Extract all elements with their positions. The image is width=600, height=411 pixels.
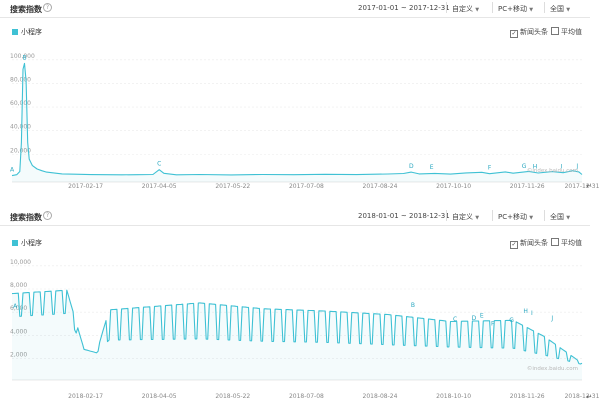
divider: [446, 210, 447, 221]
annotation-label: A: [13, 303, 18, 310]
annotation-label: I: [531, 310, 533, 317]
annotation-label: G: [509, 317, 514, 324]
annotation-label: H: [533, 164, 538, 171]
annotation-label: J: [575, 163, 578, 170]
annotation-label: E: [430, 164, 434, 171]
panel-header: 搜索指数 ? 2018-01-01 ~ 2018-12-31 自定义 ▼ PC+…: [0, 208, 590, 226]
annotation-label: C: [453, 316, 457, 323]
checkbox-icon: [551, 238, 559, 246]
y-tick-label: 80,000: [10, 76, 31, 83]
checkbox-icon: [551, 27, 559, 35]
date-range-picker[interactable]: 2018-01-01 ~ 2018-12-31: [358, 212, 450, 220]
x-tick-label: 2018-02-17: [68, 393, 103, 400]
annotation-label: F: [491, 321, 495, 328]
y-tick-label: 6,000: [10, 305, 27, 312]
y-tick-label: 4,000: [10, 328, 27, 335]
annotation-label: H: [523, 308, 528, 315]
date-range-picker[interactable]: 2017-01-01 ~ 2017-12-31: [358, 4, 450, 12]
chevron-down-icon: ▼: [566, 215, 571, 221]
x-tick-label: 2017-05-22: [215, 183, 250, 190]
y-tick-label: 100,000: [10, 53, 35, 60]
return-arrow-icon: ↵: [586, 393, 592, 401]
mode-select[interactable]: 自定义 ▼: [452, 5, 480, 13]
checkbox-checked-icon: ✓: [510, 241, 518, 249]
x-tick-label: 2017-10-10: [436, 183, 471, 190]
average-checkbox[interactable]: 平均值: [551, 27, 582, 37]
series-line: [11, 289, 583, 365]
annotation-label: J: [550, 315, 553, 322]
y-tick-label: 2,000: [10, 352, 27, 359]
legend-swatch: [12, 29, 18, 35]
line-chart: 2,000 4,000 6,000 8,000 10,000 2018-02-17 2018…: [10, 259, 600, 400]
divider: [0, 17, 590, 18]
news-checkbox[interactable]: ✓ 新闻头条: [510, 239, 548, 249]
divider: [0, 225, 590, 226]
x-tick-label: 2017-02-17: [68, 183, 103, 190]
panel-header: 搜索指数 ? 2017-01-01 ~ 2017-12-31 自定义 ▼ PC+…: [0, 0, 590, 18]
divider: [544, 2, 545, 13]
x-tick-label: 2017-07-08: [289, 183, 324, 190]
x-tick-label: 2017-04-05: [142, 183, 177, 190]
annotation-label: G: [522, 163, 527, 170]
panel-title: 搜索指数: [10, 5, 42, 14]
watermark: ©index.baidu.com: [527, 167, 578, 174]
series-line: [11, 62, 583, 177]
annotation-label: C: [157, 161, 161, 168]
panel-title: 搜索指数: [10, 213, 42, 222]
device-select[interactable]: PC+移动 ▼: [498, 5, 534, 13]
divider: [492, 2, 493, 13]
x-tick-label: 2018-04-05: [142, 393, 177, 400]
x-tick-label: 2018-11-26: [510, 393, 545, 400]
x-tick-label: 2018-07-08: [289, 393, 324, 400]
y-tick-label: 8,000: [10, 282, 27, 289]
average-checkbox[interactable]: 平均值: [551, 238, 582, 248]
annotation-label: D: [409, 163, 414, 170]
news-checkbox[interactable]: ✓ 新闻头条: [510, 28, 548, 38]
help-icon[interactable]: ?: [43, 211, 52, 220]
x-tick-label: 2017-08-24: [363, 183, 398, 190]
series-area: [12, 63, 582, 182]
divider: [544, 210, 545, 221]
annotation-label: B: [22, 54, 26, 61]
chevron-down-icon: ▼: [529, 7, 534, 13]
chevron-down-icon: ▼: [529, 215, 534, 221]
chart-panel-2018: 搜索指数 ? 2018-01-01 ~ 2018-12-31 自定义 ▼ PC+…: [0, 208, 600, 408]
x-tick-label: 2017-11-26: [510, 183, 545, 190]
mode-select[interactable]: 自定义 ▼: [452, 213, 480, 221]
y-tick-label: 60,000: [10, 100, 31, 107]
legend-swatch: [12, 240, 18, 246]
annotation-label: D: [472, 315, 477, 322]
x-tick-label: 2018-05-22: [215, 393, 250, 400]
legend-item[interactable]: 小程序: [12, 27, 42, 37]
x-tick-label: 2018-12-31: [565, 393, 600, 400]
region-select[interactable]: 全国 ▼: [550, 5, 571, 13]
annotation-label: B: [411, 302, 415, 309]
divider: [446, 2, 447, 13]
help-icon[interactable]: ?: [43, 3, 52, 12]
y-tick-label: 40,000: [10, 124, 31, 131]
x-tick-label: 2017-12-31: [565, 183, 600, 190]
chart-panel-2017: 搜索指数 ? 2017-01-01 ~ 2017-12-31 自定义 ▼ PC+…: [0, 0, 600, 196]
legend-item[interactable]: 小程序: [12, 238, 42, 248]
annotation-label: I: [561, 164, 563, 171]
chevron-down-icon: ▼: [566, 7, 571, 13]
x-tick-label: 2018-08-24: [363, 393, 398, 400]
chevron-down-icon: ▼: [475, 215, 480, 221]
divider: [492, 210, 493, 221]
line-chart: 20,00040,00060,00080,000100,0002017-02-1…: [10, 53, 600, 190]
checkbox-checked-icon: ✓: [510, 30, 518, 38]
annotation-label: A: [10, 167, 15, 174]
return-arrow-icon: ↵: [586, 182, 592, 190]
x-tick-label: 2018-10-10: [436, 393, 471, 400]
y-tick-label: 10,000: [10, 259, 31, 266]
chevron-down-icon: ▼: [475, 7, 480, 13]
device-select[interactable]: PC+移动 ▼: [498, 213, 534, 221]
region-select[interactable]: 全国 ▼: [550, 213, 571, 221]
annotation-label: F: [488, 165, 492, 172]
annotation-label: E: [480, 312, 484, 319]
watermark: ©index.baidu.com: [527, 365, 578, 372]
